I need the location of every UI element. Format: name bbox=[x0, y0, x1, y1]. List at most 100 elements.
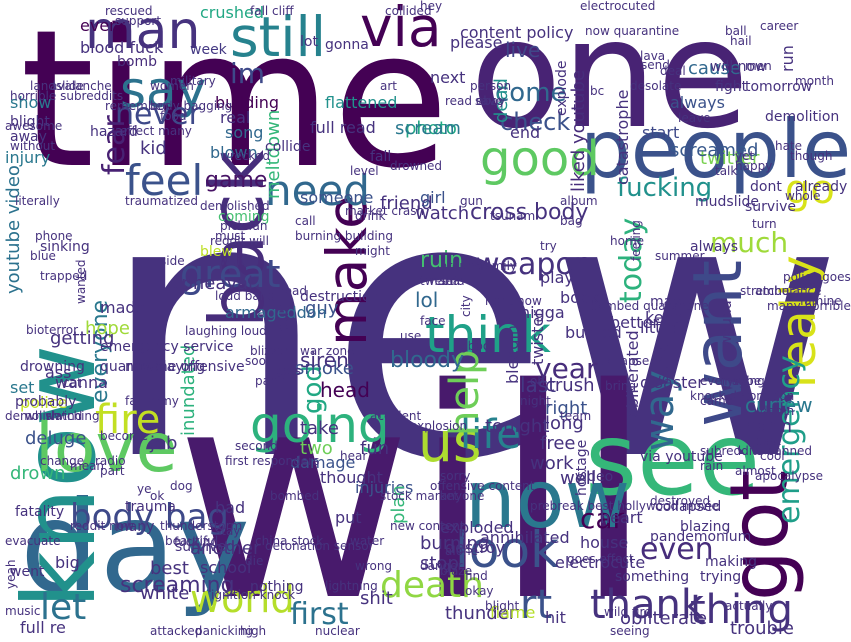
word-video: video bbox=[575, 469, 614, 485]
word-play: play bbox=[540, 268, 574, 287]
word-went: went bbox=[10, 564, 45, 580]
word-best: best bbox=[150, 558, 189, 579]
word-whirlwind: whirlwind bbox=[25, 409, 83, 423]
word-dont: dont bbox=[750, 179, 782, 195]
word-bc: bc bbox=[590, 84, 605, 98]
word-white: white bbox=[140, 583, 190, 604]
word-made: made bbox=[100, 298, 146, 317]
word-career: career bbox=[760, 19, 799, 33]
word-feeling: feeling bbox=[629, 220, 643, 261]
word-via-youtube: via youtube bbox=[640, 449, 723, 465]
word-look: look bbox=[455, 521, 560, 579]
word-feel: feel bbox=[125, 156, 204, 205]
word-mudslide: mudslide bbox=[695, 194, 759, 210]
word-cat: cat bbox=[63, 376, 82, 390]
word-wait: wait bbox=[220, 254, 246, 268]
word-explosion: explosion bbox=[410, 419, 468, 433]
word-person: person bbox=[470, 79, 512, 93]
word-something: something bbox=[615, 569, 690, 585]
word-now-quarantine: now quarantine bbox=[585, 24, 680, 38]
word-car: car bbox=[580, 502, 625, 535]
word-run: run bbox=[778, 45, 797, 72]
word-summer: summer bbox=[655, 249, 705, 263]
word-always: always bbox=[690, 239, 739, 255]
word-collide: collide bbox=[265, 139, 311, 155]
word-remember: remember bbox=[105, 99, 168, 113]
word-emergency-service: emergency service bbox=[100, 339, 234, 355]
word-subreddits-banned: subreddits banned bbox=[700, 444, 813, 458]
word-trauma: trauma bbox=[125, 499, 176, 515]
word-level: level bbox=[350, 164, 379, 178]
word-mean: mean bbox=[70, 459, 105, 473]
word-hate: hate bbox=[775, 139, 803, 153]
word-die: die bbox=[245, 554, 264, 568]
word-stop: stop bbox=[420, 553, 459, 574]
word-work: work bbox=[530, 453, 574, 474]
word-thunder: thunder bbox=[445, 603, 517, 624]
word-pandemonium: pandemonium bbox=[650, 529, 752, 545]
word-job: job bbox=[150, 433, 178, 454]
word-new-content: new content bbox=[390, 519, 465, 533]
word-evacuate: evacuate bbox=[5, 534, 61, 548]
word-loud-bang: loud bang bbox=[215, 289, 275, 303]
word-blight: blight bbox=[10, 114, 50, 130]
word-around: around bbox=[440, 259, 483, 273]
word-lol: lol bbox=[415, 288, 439, 312]
word-upheaval: upheaval bbox=[170, 273, 254, 294]
word-read-ebay: read ebay bbox=[445, 94, 506, 108]
word-maybe: maybe bbox=[720, 374, 762, 388]
word-panicking: panicking bbox=[195, 624, 254, 638]
word-trapped: trapped bbox=[40, 269, 88, 283]
word-via: via bbox=[360, 0, 442, 59]
word-turn: turn bbox=[752, 217, 777, 231]
word-right-now: right now bbox=[485, 294, 542, 308]
word-use: use bbox=[400, 329, 422, 343]
word-full-read: full read bbox=[310, 118, 376, 137]
word-bombed: bombed bbox=[270, 489, 320, 503]
word-start: start bbox=[642, 123, 680, 142]
word-avalanche: avalanche bbox=[50, 79, 112, 93]
word-great: great bbox=[180, 252, 281, 296]
word-soon: soon bbox=[245, 354, 274, 368]
word-even: even bbox=[640, 532, 714, 567]
word-scream: scream bbox=[395, 118, 461, 139]
word-book: book bbox=[560, 288, 599, 307]
word-photo: photo bbox=[405, 118, 457, 139]
word-haha: haha bbox=[430, 274, 460, 288]
word-thank: thank bbox=[590, 582, 705, 628]
word-nigga: nigga bbox=[520, 303, 565, 322]
word-week: week bbox=[190, 42, 227, 58]
word-injuries: injuries bbox=[355, 478, 414, 497]
word-face: face bbox=[420, 314, 446, 328]
word-men: men bbox=[745, 59, 772, 73]
word-ass: ass bbox=[45, 363, 72, 382]
word-high: high bbox=[240, 624, 267, 638]
word-traumatized: traumatized bbox=[125, 194, 198, 208]
word-everything: everything bbox=[700, 374, 765, 388]
word-blaze: blaze bbox=[440, 564, 472, 578]
word-free: free bbox=[540, 433, 576, 454]
word-hope: hope bbox=[85, 318, 130, 339]
word-okay: okay bbox=[465, 584, 494, 598]
word-siren: siren bbox=[300, 348, 349, 372]
word-bring: bring bbox=[605, 379, 637, 393]
word-lava: lava bbox=[640, 49, 666, 63]
word-never: never bbox=[115, 97, 202, 132]
word-thunderstorm: thunderstorm bbox=[160, 519, 243, 533]
word-policy-goes: policy goes bbox=[783, 270, 851, 284]
word-market-crash: market crash bbox=[345, 204, 425, 218]
word-going: going bbox=[250, 396, 390, 454]
word-gets: gets bbox=[275, 364, 301, 378]
word-story: story bbox=[790, 279, 821, 293]
word-screaming: screaming bbox=[120, 573, 235, 598]
word-stay: stay bbox=[215, 524, 241, 538]
word-anyone: anyone bbox=[440, 489, 485, 503]
word-explode: explode bbox=[554, 60, 570, 117]
word-demolished: demolished bbox=[200, 199, 270, 213]
word-blizzard: blizzard bbox=[250, 344, 297, 358]
word-check: check bbox=[500, 108, 571, 136]
word-goes-effect: goes effect bbox=[567, 552, 634, 566]
word-need: need bbox=[265, 166, 370, 215]
word-fun: fun bbox=[360, 438, 390, 459]
word-another: another bbox=[190, 538, 261, 559]
